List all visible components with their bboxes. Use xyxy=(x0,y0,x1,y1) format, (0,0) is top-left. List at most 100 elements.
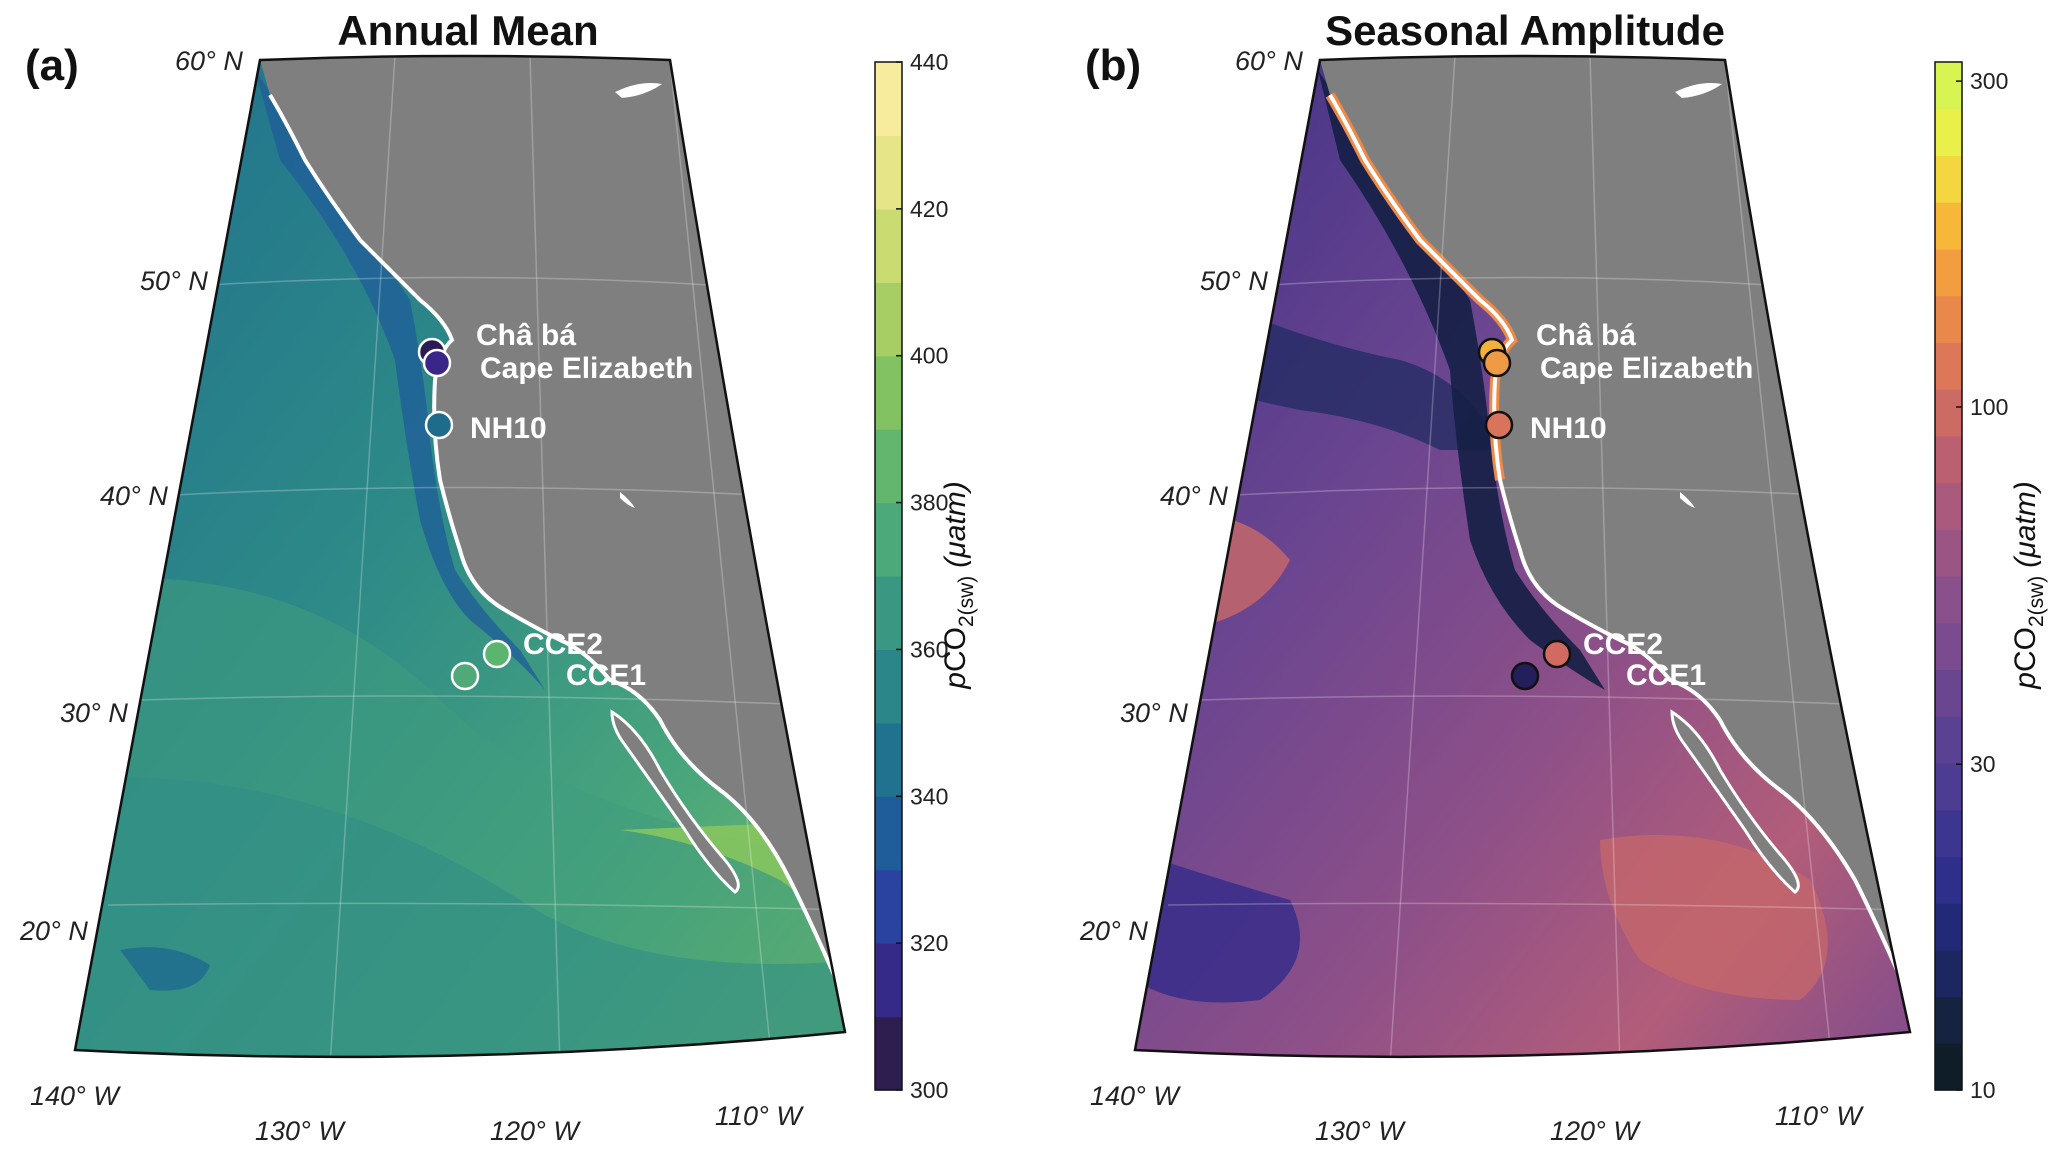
panel-a-band-south xyxy=(75,777,845,1057)
panel-b-colorbar-title: pCO2(sw) (μatm) xyxy=(2009,481,2048,689)
panel-b-colorbar-segment xyxy=(1935,622,1962,671)
panel-a-lat-40: 40° N xyxy=(100,481,168,511)
panel-b-lon-110: 110° W xyxy=(1775,1101,1864,1131)
panel-b-frame xyxy=(1133,54,1912,1059)
site-marker-cape-elizabeth-a[interactable] xyxy=(422,348,452,378)
site-marker-cce1-b[interactable] xyxy=(1510,661,1540,691)
svg-text:pCO2(sw)(μatm): pCO2(sw) (μatm) xyxy=(939,481,978,689)
panel-b: (b) Seasonal Amplitude xyxy=(1079,7,2048,1146)
panel-b-lon-140: 140° W xyxy=(1090,1081,1181,1111)
panel-a-label: (a) xyxy=(25,41,79,90)
panel-a-cb-prefix: p xyxy=(939,672,972,690)
panel-b-cb-main: CO xyxy=(2009,627,2042,672)
panel-b-coastal-strip xyxy=(1318,70,1605,690)
panel-a-colorbar-segment xyxy=(875,355,902,430)
panel-b-title: Seasonal Amplitude xyxy=(1325,7,1725,54)
panel-b-sites: Châ bá Cape Elizabeth NH10 CCE2 CCE1 xyxy=(1477,319,1753,692)
site-marker-cce2-b[interactable] xyxy=(1542,639,1572,669)
panel-b-colorbar-segment xyxy=(1935,62,1962,110)
panel-b-lon-130: 130° W xyxy=(1315,1116,1406,1146)
panel-a-colorbar-segment xyxy=(875,62,902,137)
site-label-chaba-b: Châ bá xyxy=(1536,319,1636,352)
panel-a-colorbar-segment xyxy=(875,208,902,283)
panel-b-colorbar-segment xyxy=(1935,108,1962,157)
panel-b-colorbar-segment xyxy=(1935,856,1962,904)
panel-b-colorbar-segment xyxy=(1935,996,1962,1044)
panel-b-baja xyxy=(1670,709,1800,894)
panel-a-colorbar-segment xyxy=(875,1016,902,1091)
site-label-cce1-b: CCE1 xyxy=(1626,659,1706,692)
panel-b-colorbar-segment xyxy=(1935,762,1962,811)
panel-b-lat-20: 20° N xyxy=(1079,916,1148,946)
panel-a-cb-sub: 2(sw) xyxy=(955,576,978,627)
panel-a-colorbar-tick-label: 340 xyxy=(910,783,948,809)
site-label-cce2-b: CCE2 xyxy=(1583,628,1663,661)
panel-a-coastal-strip xyxy=(255,70,545,690)
panel-a-sites: Châ bá Cape Elizabeth NH10 CCE2 CCE1 xyxy=(417,319,693,692)
panel-b-colorbar-tick-label: 30 xyxy=(1970,751,1996,777)
site-marker-cce2-a[interactable] xyxy=(482,639,512,669)
site-label-cce2-a: CCE2 xyxy=(523,628,603,661)
panel-a-lat-30: 30° N xyxy=(60,698,128,728)
panel-a-colorbar-segment xyxy=(875,943,902,1018)
panel-a-lon-110: 110° W xyxy=(715,1101,804,1131)
panel-a-colorbar-segment xyxy=(875,869,902,944)
panel-b-lat-50: 50° N xyxy=(1200,266,1268,296)
panel-a-colorbar-segment xyxy=(875,649,902,724)
panel-a-title: Annual Mean xyxy=(337,7,598,54)
svg-text:pCO2(sw)(μatm): pCO2(sw) (μatm) xyxy=(2009,481,2048,689)
panel-a-baja xyxy=(610,709,740,894)
panel-a-lon-120: 120° W xyxy=(490,1116,581,1146)
panel-b-colorbar-segment xyxy=(1935,576,1962,624)
site-label-nh10-b: NH10 xyxy=(1530,412,1607,445)
site-marker-nh10-b[interactable] xyxy=(1484,410,1514,440)
panel-a-colorbar-segment xyxy=(875,576,902,651)
panel-b-colorbar-segment xyxy=(1935,202,1962,250)
panel-a-low-patch xyxy=(120,947,210,991)
panel-a-lat-20: 20° N xyxy=(19,916,88,946)
panel-a-map xyxy=(75,56,845,1057)
panel-b-coastline xyxy=(1328,93,1910,1001)
panel-b-lat-40: 40° N xyxy=(1160,481,1228,511)
panel-a-colorbar-tick-label: 300 xyxy=(910,1077,948,1103)
panel-a-frame xyxy=(73,54,847,1059)
panel-b-colorbar-segment xyxy=(1935,155,1962,203)
panel-a-colorbar-tick-label: 380 xyxy=(910,490,948,516)
panel-a-colorbar-segment xyxy=(875,502,902,577)
panel-b-colorbar-segment xyxy=(1935,1043,1962,1091)
panel-b-island xyxy=(1675,83,1722,98)
panel-b-cb-sub: 2(sw) xyxy=(2025,576,2048,627)
panel-b-colorbar-segment xyxy=(1935,389,1962,437)
panel-a-island xyxy=(615,83,662,98)
panel-a-coastline xyxy=(268,93,845,1001)
site-label-cape-elizabeth-b: Cape Elizabeth xyxy=(1540,352,1753,385)
site-marker-cce1-a[interactable] xyxy=(450,661,480,691)
panel-a-lake xyxy=(620,492,635,508)
panel-b-dark-band xyxy=(1135,250,1500,450)
site-label-chaba-a: Châ bá xyxy=(476,319,576,352)
panel-b-colorbar-segment xyxy=(1935,669,1962,717)
panel-b-colorbar-segment xyxy=(1935,809,1962,857)
panel-b-colorbar-segment xyxy=(1935,248,1962,297)
panel-b-lake xyxy=(1680,492,1695,508)
panel-a-lat-50: 50° N xyxy=(140,266,208,296)
panel-b-colorbar-segment xyxy=(1935,342,1962,390)
panel-b-colorbar-segment xyxy=(1935,295,1962,343)
panel-b-colorbar-tick-label: 10 xyxy=(1970,1077,1996,1103)
panel-a-colorbar-tick-label: 400 xyxy=(910,343,948,369)
panel-a-colorbar-segment xyxy=(875,796,902,871)
site-marker-cape-elizabeth-b[interactable] xyxy=(1482,348,1512,378)
panel-a-colorbar-tick-label: 320 xyxy=(910,930,948,956)
panel-a-lon-130: 130° W xyxy=(255,1116,346,1146)
panel-a-colorbar: 300 320 340 360 380 400 420 440 xyxy=(874,49,948,1103)
panel-a-cb-main: CO xyxy=(939,627,972,672)
panel-a-lat-60: 60° N xyxy=(175,46,243,76)
panel-b-colorbar-tick-label: 100 xyxy=(1970,394,2008,420)
panel-a-colorbar-segment xyxy=(875,429,902,504)
panel-b-colorbar: 10 30 100 300 xyxy=(1934,61,2008,1103)
panel-a-cb-units: (μatm) xyxy=(939,481,972,567)
panel-a-colorbar-tick-label: 440 xyxy=(910,49,948,75)
panel-a-colorbar-tick-label: 360 xyxy=(910,636,948,662)
site-marker-nh10-a[interactable] xyxy=(424,410,454,440)
